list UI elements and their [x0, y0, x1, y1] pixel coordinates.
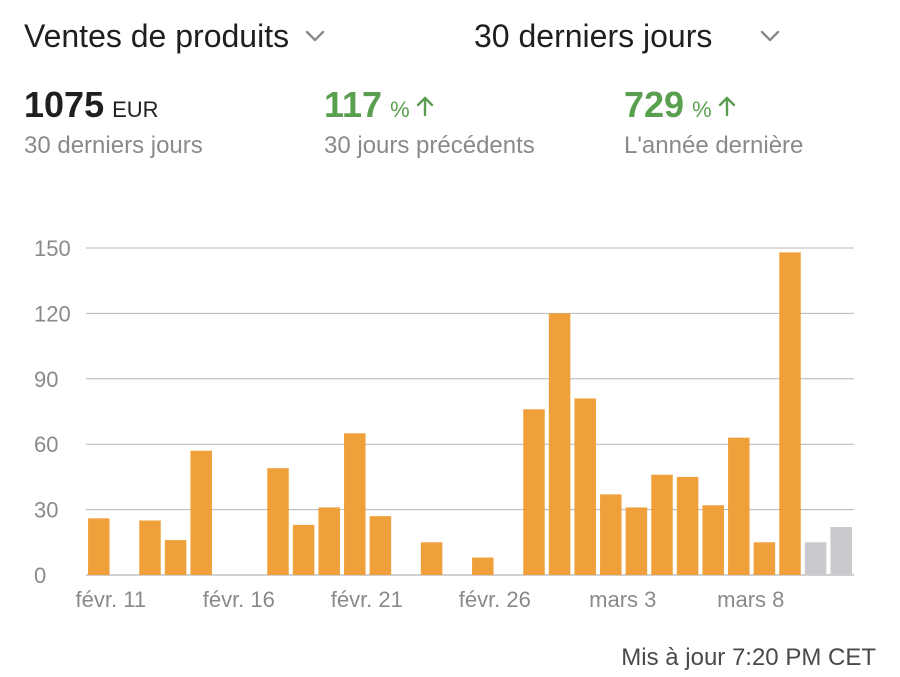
- y-tick-label: 90: [34, 367, 58, 392]
- bar: mars 9: 15: [753, 542, 776, 575]
- period-dropdown[interactable]: 30 derniers jours: [474, 14, 782, 58]
- stat-total-caption: 30 derniers jours: [24, 132, 203, 159]
- x-tick-label: févr. 26: [459, 587, 531, 612]
- chevron-down-icon: [761, 30, 780, 42]
- y-tick-label: 150: [34, 236, 71, 261]
- x-tick-label: mars 3: [589, 587, 656, 612]
- bar: févr. 28: 76: [523, 409, 545, 575]
- bar: mars 11: 15: [804, 542, 827, 575]
- metric-dropdown[interactable]: Ventes de produits: [24, 14, 327, 58]
- bar: févr. 22: 27: [369, 516, 392, 575]
- x-tick-label: févr. 21: [331, 587, 403, 612]
- bar: mars 1: 120: [548, 313, 571, 575]
- arrow-up-icon: [416, 96, 433, 117]
- x-tick-label: févr. 11: [76, 587, 147, 612]
- chevron-down-icon: [305, 30, 325, 42]
- bar: mars 5: 46: [651, 474, 673, 575]
- stat-previous-caption: 30 jours précédents: [324, 132, 535, 159]
- stat-last-year-value: 729: [624, 84, 685, 125]
- bar: févr. 14: 16: [164, 540, 187, 575]
- stat-total-value: 1075: [24, 84, 105, 125]
- bar: mars 3: 37: [600, 494, 622, 575]
- x-tick-label: févr. 16: [203, 587, 275, 612]
- arrow-up-icon: [718, 96, 735, 117]
- y-tick-label: 60: [34, 432, 58, 457]
- stat-previous-value: 117: [324, 84, 383, 125]
- bar: févr. 11: 26: [88, 518, 110, 575]
- bar: mars 4: 31: [625, 507, 648, 575]
- bar: mars 6: 45: [676, 476, 699, 575]
- bar: févr. 20: 31: [318, 507, 340, 575]
- x-tick-label: mars 8: [717, 587, 784, 612]
- bar: mars 10: 148: [779, 252, 801, 576]
- bar: mars 8: 63: [728, 437, 750, 575]
- bar: mars 12: 22: [830, 527, 852, 575]
- y-tick-label: 0: [34, 563, 46, 588]
- bar: févr. 26: 8: [472, 557, 494, 575]
- stat-last-year: 729 % L'année dernière: [624, 84, 803, 160]
- stat-last-year-caption: L'année dernière: [624, 132, 804, 159]
- bar: févr. 21: 65: [344, 433, 366, 575]
- stat-previous-period: 117 % 30 jours précédents: [324, 84, 535, 160]
- metric-dropdown-label: Ventes de produits: [24, 17, 290, 54]
- bar: mars 7: 32: [702, 505, 724, 575]
- bar: févr. 24: 15: [420, 542, 443, 575]
- stat-total-unit: EUR: [112, 97, 159, 122]
- stat-previous-unit: %: [390, 97, 410, 122]
- bar: févr. 15: 57: [190, 450, 212, 575]
- bar: févr. 18: 49: [267, 468, 289, 575]
- stat-total: 1075 EUR 30 derniers jours: [24, 84, 203, 160]
- y-tick-label: 120: [34, 301, 71, 326]
- stat-last-year-unit: %: [692, 97, 712, 122]
- bar: févr. 19: 23: [292, 524, 315, 575]
- bar: mars 2: 81: [574, 398, 596, 575]
- last-updated-text: Mis à jour 7:20 PM CET: [621, 644, 876, 671]
- bar: févr. 13: 25: [139, 520, 161, 575]
- period-dropdown-label: 30 derniers jours: [474, 17, 713, 54]
- y-tick-label: 30: [34, 498, 58, 523]
